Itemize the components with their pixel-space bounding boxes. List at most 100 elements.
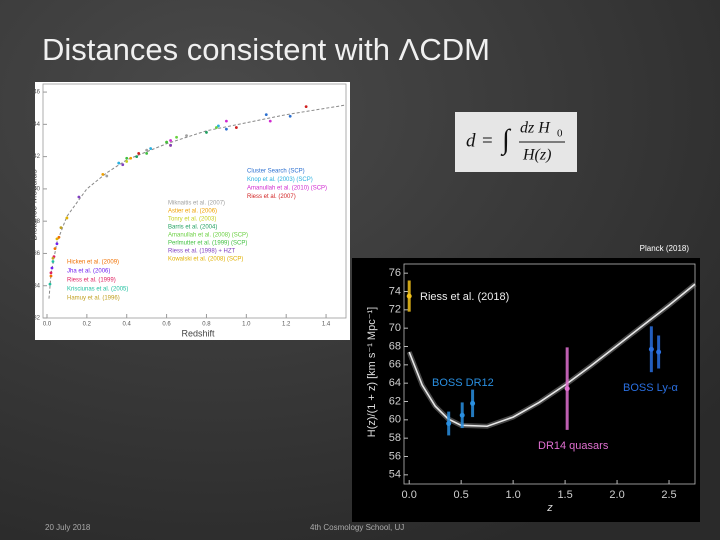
data-point xyxy=(50,266,54,270)
data-point xyxy=(125,160,129,163)
data-point xyxy=(175,135,178,139)
data-point xyxy=(406,293,412,299)
data-point xyxy=(117,161,121,165)
formula-integral: ∫ xyxy=(500,124,512,156)
legend-label: Astier et al. (2006) xyxy=(168,209,217,215)
data-point xyxy=(470,400,476,406)
data-point xyxy=(169,143,172,147)
data-point xyxy=(304,105,308,108)
data-point xyxy=(105,174,109,178)
formula-lhs: d xyxy=(466,130,476,151)
data-point xyxy=(288,114,292,118)
x-tick-label: 0.0 xyxy=(43,322,52,328)
x-tick-label: 2.5 xyxy=(661,489,676,501)
data-point xyxy=(125,156,129,160)
y-axis-label: H(z)/(1 + z) [km s⁻¹ Mpc⁻¹] xyxy=(366,307,378,437)
y-tick-label: 62 xyxy=(389,395,401,407)
data-point xyxy=(77,195,81,199)
model-line xyxy=(408,283,696,428)
x-tick-label: 1.4 xyxy=(322,322,331,328)
y-tick-label: 72 xyxy=(389,304,401,316)
y-tick-label: 46 xyxy=(33,90,40,96)
y-tick-label: 54 xyxy=(389,469,401,481)
legend-label: Kowalski et al. (2008) (SCP) xyxy=(168,257,243,263)
legend-label: Riess et al. (2018) xyxy=(420,291,509,303)
data-point xyxy=(459,412,465,418)
data-point xyxy=(205,131,208,134)
y-tick-label: 44 xyxy=(33,122,40,128)
legend-label: Riess et al. (2007) xyxy=(247,194,296,200)
legend-label: DR14 quasars xyxy=(538,440,609,452)
legend-label: Knop et al. (2003) (SCP) xyxy=(247,177,313,183)
formula: d = ∫ dz H 0 H(z) xyxy=(466,120,565,164)
x-tick-label: 0.6 xyxy=(162,322,171,328)
data-point xyxy=(48,282,52,286)
footer-event: 4th Cosmology School, UJ xyxy=(310,523,404,532)
data-point xyxy=(217,124,220,128)
data-point xyxy=(564,386,570,392)
data-point xyxy=(234,126,238,129)
data-point xyxy=(165,140,168,144)
data-point xyxy=(185,134,188,138)
y-tick-label: 66 xyxy=(389,359,401,371)
y-axis-label: Distance Modulus xyxy=(28,169,38,241)
legend-label: Barris et al. (2004) xyxy=(168,225,217,231)
y-tick-label: 42 xyxy=(33,154,40,160)
data-point xyxy=(51,256,55,260)
data-point xyxy=(145,148,149,152)
x-axis-label: z xyxy=(546,502,553,514)
legend-label: Miknaitis et al. (2007) xyxy=(168,201,225,207)
data-point xyxy=(224,127,228,131)
data-point xyxy=(135,155,139,159)
x-tick-label: 1.2 xyxy=(282,322,291,328)
left-figure-bg xyxy=(35,82,350,340)
data-point xyxy=(121,163,125,167)
data-point xyxy=(149,147,153,150)
data-point xyxy=(268,119,272,123)
y-tick-label: 34 xyxy=(33,283,40,289)
legend-label: Tonry et al. (2003) xyxy=(168,217,216,223)
legend-label: BOSS Ly-α xyxy=(623,382,678,394)
data-point xyxy=(264,113,268,117)
y-tick-label: 56 xyxy=(389,450,401,462)
y-tick-label: 64 xyxy=(389,377,401,389)
legend-label: Riess et al. (1998) + HZT xyxy=(168,249,236,255)
data-point xyxy=(446,421,452,426)
data-point xyxy=(55,242,59,246)
data-point xyxy=(49,274,53,278)
footer-date: 20 July 2018 xyxy=(45,523,91,532)
data-point xyxy=(55,237,59,241)
data-point xyxy=(101,172,105,176)
formula-numerator-sub: 0 xyxy=(557,128,563,140)
x-tick-label: 0.5 xyxy=(454,489,469,501)
data-point xyxy=(137,151,141,155)
legend-label: BOSS DR12 xyxy=(432,377,494,389)
legend-label: Hicken et al. (2009) xyxy=(67,260,119,266)
data-point xyxy=(129,156,133,160)
data-point xyxy=(215,126,218,129)
y-tick-label: 74 xyxy=(389,285,401,297)
data-point xyxy=(53,247,57,251)
y-tick-label: 40 xyxy=(33,186,40,192)
data-point xyxy=(656,349,662,355)
formula-numerator: dz H xyxy=(520,120,551,137)
x-tick-label: 1.0 xyxy=(242,322,251,328)
data-point xyxy=(49,271,53,275)
slide-title: Distances consistent with ΛCDM xyxy=(42,32,490,67)
legend-label: Riess et al. (1999) xyxy=(67,278,116,284)
legend-label: Hamuy et al. (1996) xyxy=(67,296,120,302)
y-tick-label: 38 xyxy=(33,219,40,225)
data-point xyxy=(57,235,61,239)
legend-label: Cluster Search (SCP) xyxy=(247,169,305,175)
x-tick-label: 0.4 xyxy=(123,322,132,328)
y-tick-label: 58 xyxy=(389,432,401,444)
legend-label: Perlmutter et al. (1999) (SCP) xyxy=(168,241,247,247)
y-tick-label: 60 xyxy=(389,414,401,426)
formula-denominator: H(z) xyxy=(522,147,551,164)
data-point xyxy=(169,139,172,142)
x-tick-label: 1.5 xyxy=(557,489,572,501)
y-tick-label: 32 xyxy=(33,316,40,322)
y-tick-label: 70 xyxy=(389,322,401,334)
plot-frame xyxy=(42,83,347,319)
